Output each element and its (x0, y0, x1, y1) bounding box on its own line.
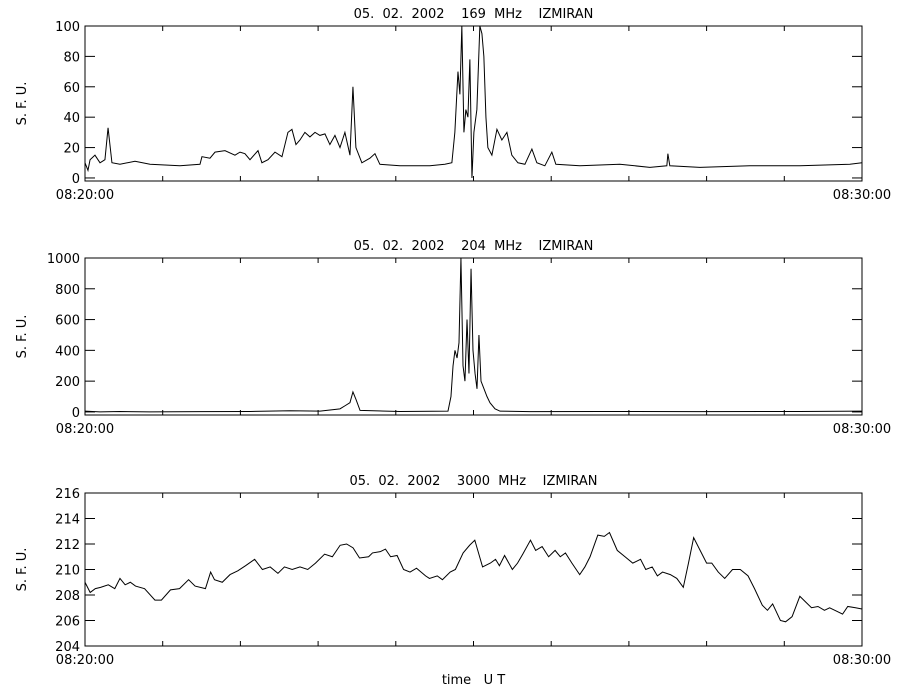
x-tick-label: 08:20:00 (56, 653, 114, 668)
y-tick-label: 204 (55, 640, 80, 655)
data-line (84, 257, 863, 413)
chart-title: 05. 02. 2002 204 MHz IZMIRAN (354, 239, 594, 254)
x-tick-label: 08:20:00 (56, 188, 114, 203)
y-tick-label: 60 (63, 81, 80, 96)
plot-frame (84, 257, 863, 416)
y-tick-label: 400 (55, 344, 80, 359)
y-tick-label: 80 (63, 50, 80, 65)
y-tick-label: 20 (63, 142, 80, 157)
y-tick-label: 210 (55, 564, 80, 579)
y-tick-label: 212 (55, 538, 80, 553)
x-tick-label: 08:30:00 (833, 188, 891, 203)
y-tick-label: 206 (55, 615, 80, 630)
y-tick-label: 216 (55, 487, 80, 502)
data-line (84, 531, 863, 623)
y-tick-label: 40 (63, 111, 80, 126)
x-tick-label: 08:30:00 (833, 653, 891, 668)
y-tick-label: 208 (55, 589, 80, 604)
y-axis-label: S. F. U. (15, 315, 30, 359)
x-tick-label: 08:30:00 (833, 422, 891, 437)
y-tick-label: 0 (72, 406, 80, 421)
y-axis-label: S. F. U. (15, 82, 30, 126)
y-tick-label: 0 (72, 172, 80, 187)
y-tick-label: 200 (55, 375, 80, 390)
x-tick-label: 08:20:00 (56, 422, 114, 437)
y-tick-label: 600 (55, 314, 80, 329)
y-tick-label: 1000 (47, 252, 80, 267)
y-tick-label: 800 (55, 283, 80, 298)
y-tick-label: 100 (55, 20, 80, 35)
plot-frame (84, 492, 863, 647)
data-line (84, 25, 863, 178)
y-axis-label: S. F. U. (15, 548, 30, 592)
chart-title: 05. 02. 2002 3000 MHz IZMIRAN (349, 474, 597, 489)
x-axis-label: time U T (442, 673, 505, 688)
y-tick-label: 214 (55, 513, 80, 528)
chart-title: 05. 02. 2002 169 MHz IZMIRAN (354, 7, 594, 22)
